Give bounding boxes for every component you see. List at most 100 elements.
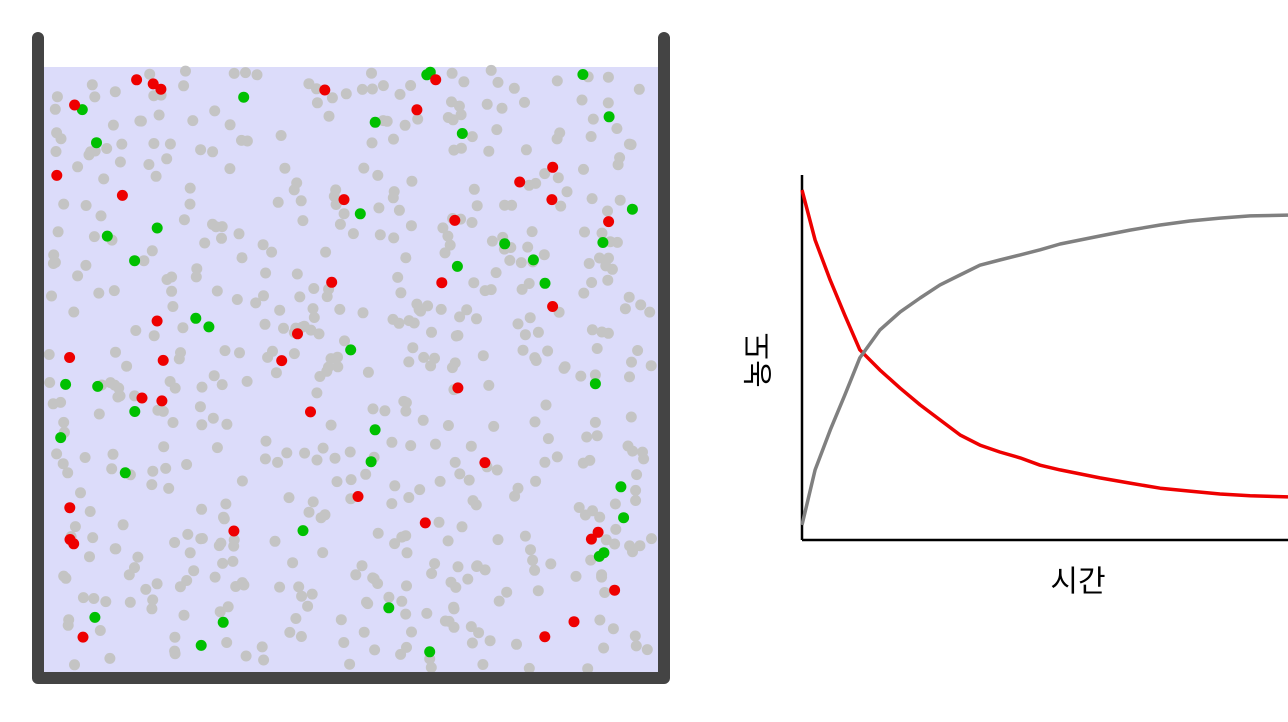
particle bbox=[294, 291, 306, 303]
particle bbox=[449, 456, 461, 468]
particle bbox=[77, 592, 89, 604]
particle bbox=[88, 593, 100, 604]
particle bbox=[406, 626, 417, 638]
particle bbox=[357, 307, 369, 319]
particle bbox=[598, 642, 610, 654]
particle bbox=[405, 440, 417, 452]
particle bbox=[196, 381, 208, 393]
particle bbox=[354, 208, 366, 220]
particle bbox=[209, 571, 221, 583]
particle bbox=[62, 619, 74, 631]
particle bbox=[519, 530, 531, 542]
particle bbox=[173, 353, 185, 365]
particle bbox=[389, 480, 401, 492]
particle bbox=[519, 329, 531, 341]
particle bbox=[530, 475, 542, 487]
x-axis-label: 시간 bbox=[1050, 565, 1105, 600]
particle bbox=[633, 83, 645, 95]
particle bbox=[191, 263, 203, 275]
particle bbox=[401, 547, 413, 559]
particle bbox=[581, 431, 593, 443]
particle bbox=[284, 626, 296, 638]
particle bbox=[199, 237, 211, 249]
particle bbox=[449, 214, 461, 226]
particle bbox=[148, 138, 160, 149]
particle bbox=[95, 210, 107, 222]
particle bbox=[589, 378, 601, 390]
particle bbox=[466, 217, 478, 228]
particle bbox=[196, 419, 208, 431]
particle bbox=[150, 170, 162, 182]
particle bbox=[288, 348, 300, 360]
particle bbox=[641, 644, 653, 656]
particle bbox=[323, 110, 335, 122]
particle bbox=[372, 169, 384, 181]
particle bbox=[358, 162, 370, 174]
particle bbox=[228, 525, 240, 537]
particle bbox=[347, 228, 359, 240]
particle bbox=[452, 561, 464, 573]
particle bbox=[287, 557, 299, 569]
particle bbox=[101, 143, 113, 154]
particle bbox=[281, 447, 293, 459]
particle bbox=[383, 602, 395, 614]
particle bbox=[485, 64, 497, 76]
particle bbox=[296, 590, 308, 602]
particle bbox=[630, 495, 642, 506]
particle bbox=[84, 551, 95, 563]
particle bbox=[91, 137, 102, 149]
particle bbox=[106, 463, 118, 475]
particle bbox=[311, 387, 323, 399]
particle bbox=[275, 130, 287, 141]
particle bbox=[311, 97, 323, 109]
particle bbox=[60, 572, 72, 584]
particle bbox=[400, 530, 412, 542]
particle bbox=[299, 447, 311, 459]
particle bbox=[321, 291, 333, 303]
particle bbox=[458, 76, 470, 88]
particle bbox=[589, 369, 601, 381]
particle bbox=[583, 258, 595, 269]
concentration-graph: 농도 시간 bbox=[742, 175, 1288, 600]
particle bbox=[540, 399, 552, 411]
particle bbox=[539, 631, 551, 643]
particle bbox=[555, 200, 567, 212]
particle bbox=[75, 487, 86, 499]
particle bbox=[403, 356, 415, 368]
particle bbox=[52, 226, 64, 238]
particle bbox=[100, 596, 112, 608]
particle bbox=[148, 330, 160, 342]
particle bbox=[486, 235, 498, 247]
particle bbox=[408, 317, 420, 329]
particle bbox=[241, 135, 253, 147]
particle bbox=[134, 115, 146, 127]
particle bbox=[579, 226, 590, 238]
particle bbox=[216, 379, 228, 391]
particle bbox=[224, 119, 236, 131]
particle bbox=[356, 83, 368, 95]
particle bbox=[484, 635, 496, 647]
particle bbox=[552, 172, 564, 184]
particle bbox=[181, 459, 193, 470]
particle bbox=[260, 267, 272, 279]
particle bbox=[644, 306, 656, 318]
particle bbox=[372, 527, 384, 539]
particle bbox=[452, 382, 464, 394]
particle bbox=[47, 398, 59, 410]
particle bbox=[80, 259, 92, 271]
particle bbox=[358, 626, 370, 638]
particle bbox=[585, 533, 597, 545]
particle bbox=[603, 216, 615, 228]
particle bbox=[208, 370, 220, 382]
particle bbox=[586, 193, 598, 205]
particle bbox=[546, 194, 558, 206]
particle bbox=[568, 616, 580, 628]
particle bbox=[586, 324, 598, 336]
particle bbox=[236, 577, 248, 589]
particle bbox=[220, 498, 232, 510]
particle bbox=[448, 603, 460, 615]
particle bbox=[614, 194, 626, 206]
particle bbox=[104, 652, 116, 664]
particle bbox=[158, 441, 170, 453]
particle bbox=[64, 352, 76, 363]
